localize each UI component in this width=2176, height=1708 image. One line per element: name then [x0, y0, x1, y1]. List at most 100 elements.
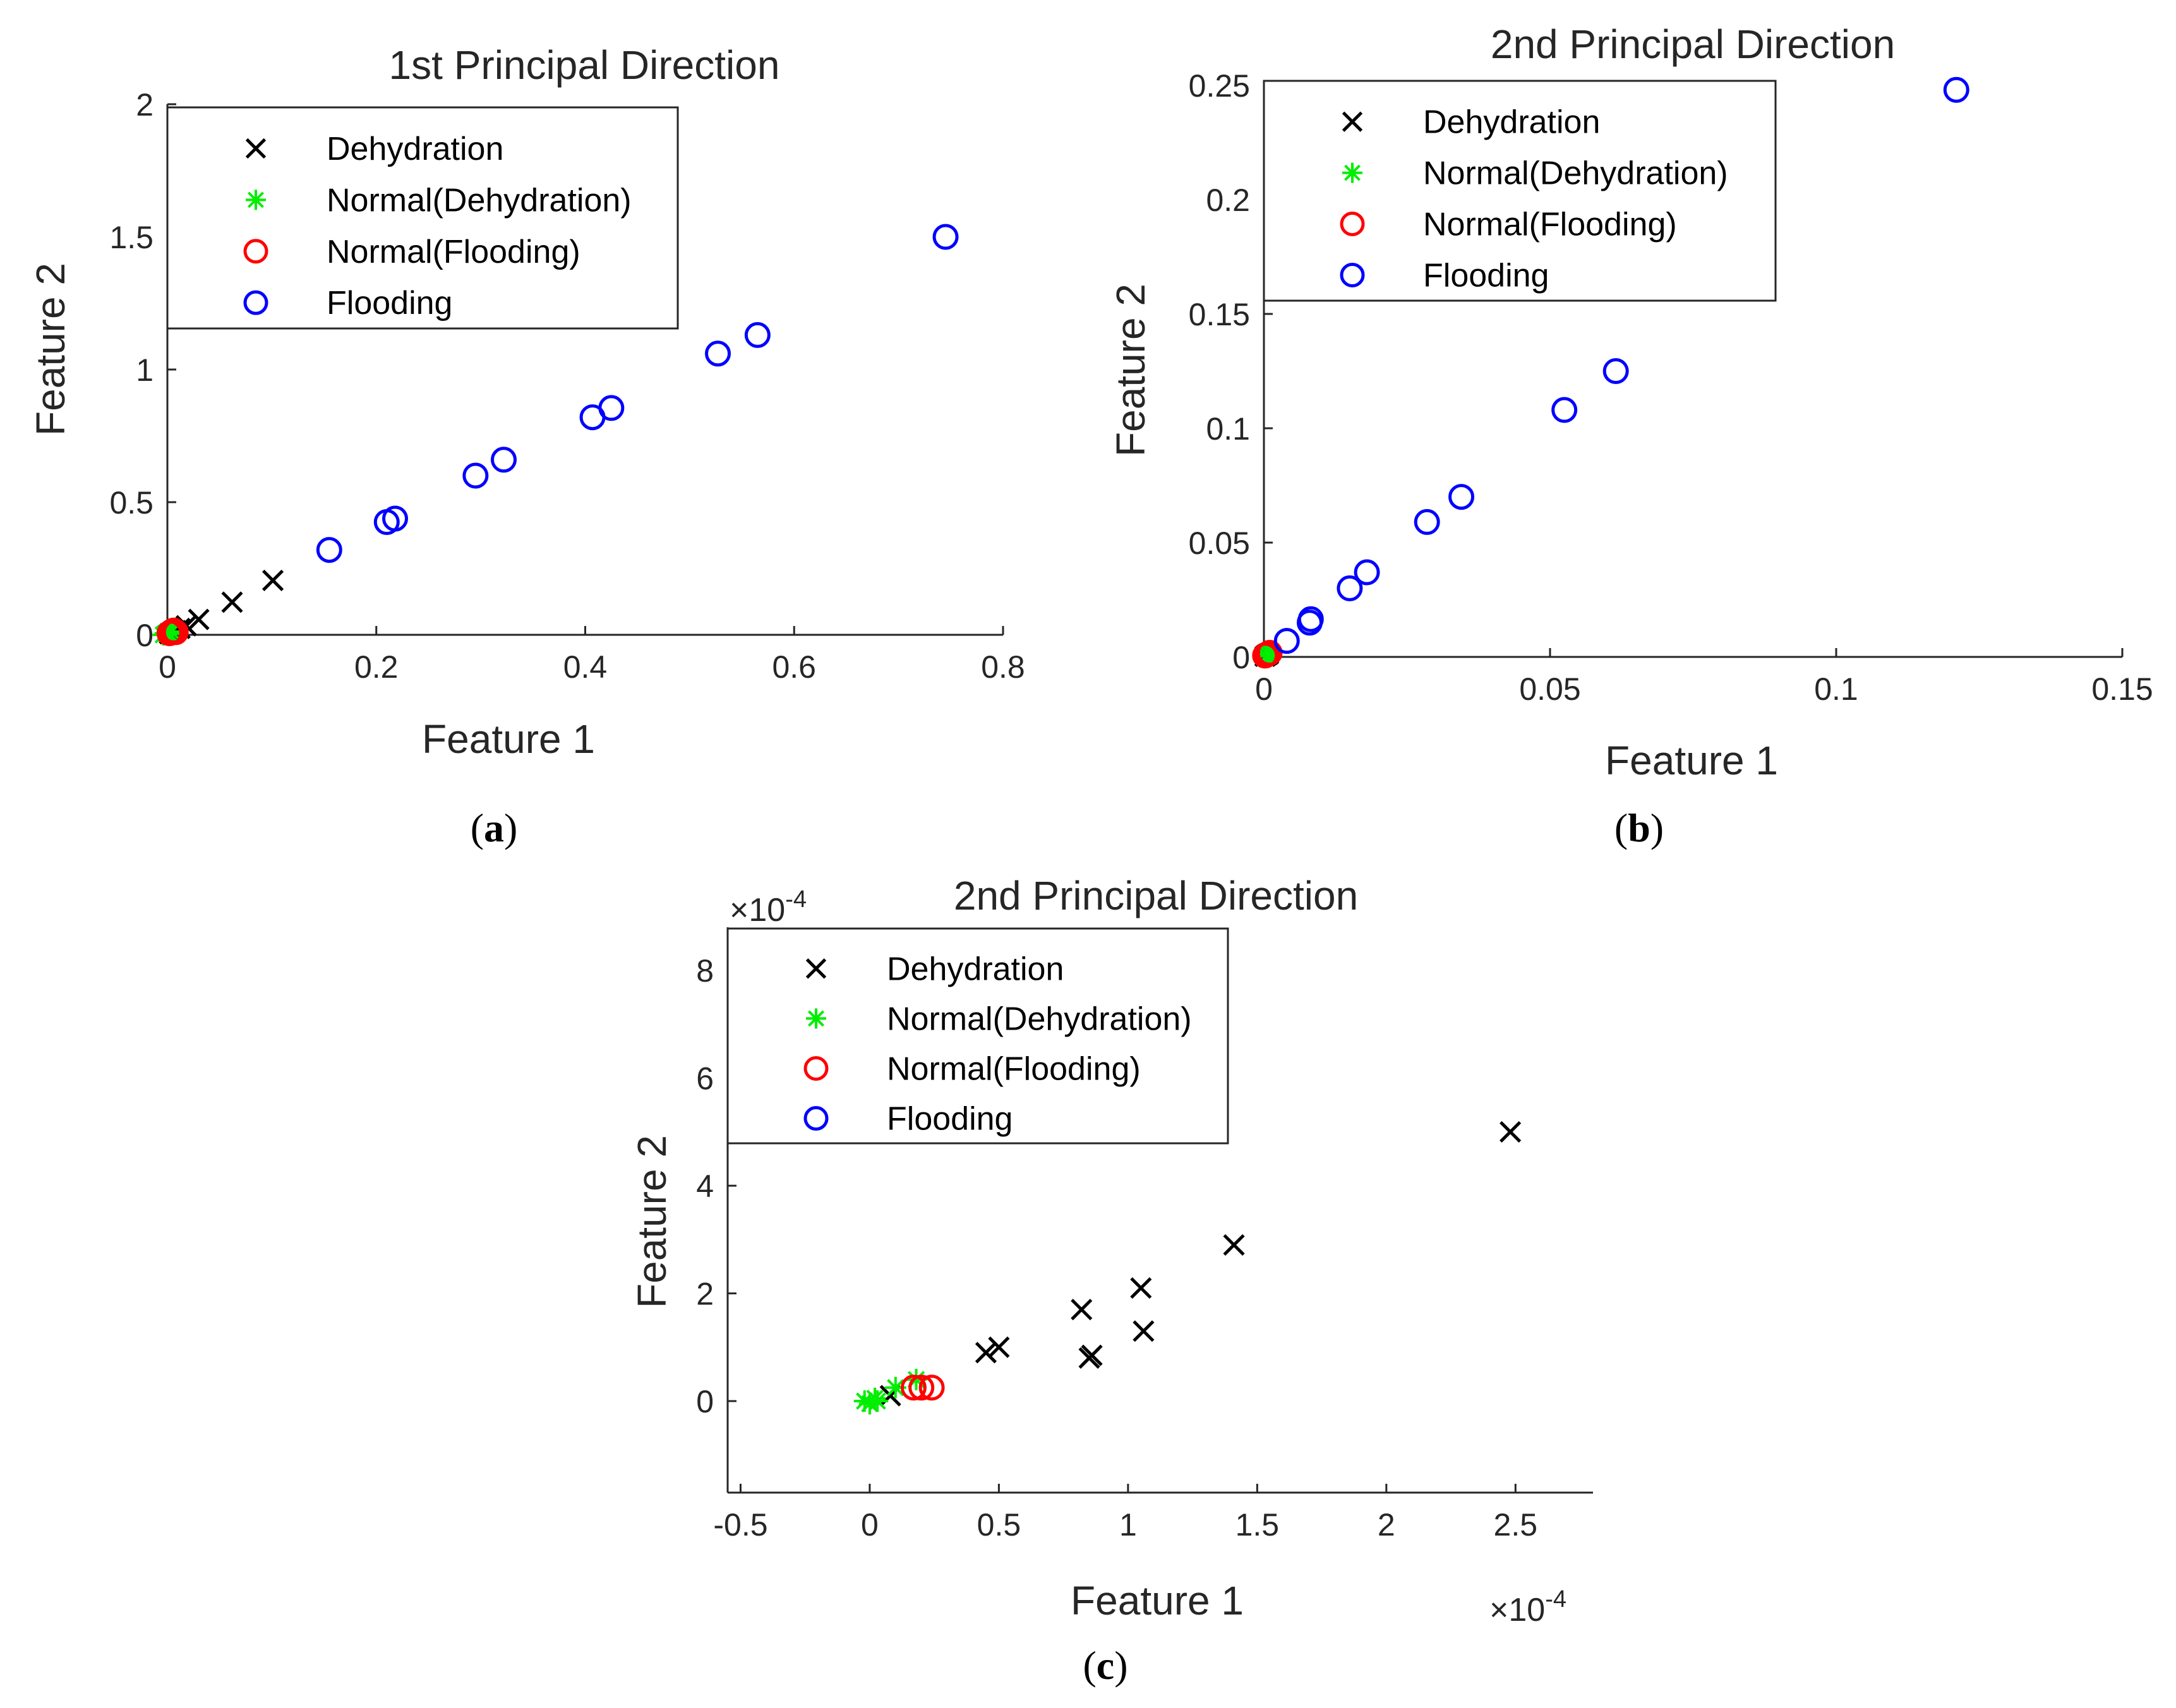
x-tick-label: 0.4: [563, 649, 608, 685]
legend-label: Normal(Flooding): [327, 234, 580, 270]
series-normal-flooding-: [1252, 639, 1283, 669]
data-point: [1081, 1344, 1103, 1366]
data-point: [491, 447, 517, 473]
plot-area: 0 0.05 0.1 0.15 0 0.05 0.1 0.15 0.2 0.25 Dehydrati…: [1189, 68, 2153, 707]
data-point: [1297, 606, 1324, 632]
data-point: [598, 395, 625, 421]
data-point: [1130, 1277, 1152, 1299]
data-point: [908, 1374, 935, 1401]
legend-item: Normal(Flooding): [803, 1050, 1141, 1087]
plot-area: -0.5 0 0.5 1 1.5 2 2.5 0 2 4 6 8 Dehydration Normal(D…: [696, 927, 1593, 1543]
y-tick-label: 2: [136, 87, 153, 123]
data-point: [1500, 1121, 1522, 1143]
x-tick-label: 0.15: [2091, 671, 2153, 707]
y-tick-label: 8: [696, 953, 714, 989]
legend-marker: [1340, 262, 1365, 287]
legend-marker: [1340, 212, 1365, 237]
data-point: [1256, 639, 1283, 666]
x-tick-label: 2.5: [1494, 1507, 1538, 1543]
legend-marker: [243, 239, 268, 264]
x-axis-label: Feature 1: [1605, 738, 1778, 783]
y-exponent-label: ×10-4: [730, 886, 807, 929]
chart-title: 2nd Principal Direction: [954, 873, 1358, 918]
chart-panel-a: 1st Principal Direction Feature 1 Featur…: [28, 42, 1025, 850]
data-point: [1273, 628, 1300, 654]
data-point: [316, 537, 342, 563]
y-tick-label: 0.2: [1206, 183, 1250, 218]
x-tick-label: 0.8: [981, 649, 1025, 685]
data-point: [918, 1374, 945, 1401]
data-point: [1071, 1299, 1093, 1321]
data-point: [1602, 358, 1629, 384]
series-flooding: [316, 224, 959, 563]
y-axis-label: Feature 2: [28, 263, 73, 436]
series-normal-flooding-: [156, 617, 189, 646]
legend-item: Normal(Dehydration): [246, 182, 632, 219]
x-tick-label: 0: [861, 1507, 879, 1543]
data-point: [462, 462, 489, 489]
legend-item: Flooding: [243, 285, 452, 322]
y-tick-label: 1: [136, 352, 153, 388]
legend-marker: [805, 958, 827, 979]
legend-item: Dehydration: [805, 951, 1064, 987]
data-point: [1943, 76, 1969, 103]
series-normal-flooding-: [900, 1374, 945, 1401]
x-tick-label: 1: [1119, 1507, 1137, 1543]
legend-label: Normal(Flooding): [887, 1050, 1141, 1087]
data-point: [744, 322, 771, 348]
data-point: [853, 1390, 875, 1412]
data-point: [900, 1374, 927, 1401]
data-point: [382, 505, 409, 532]
legend: Dehydration Normal(Dehydration) Normal(Flo…: [1263, 80, 1777, 302]
data-point: [162, 619, 189, 646]
data-point: [1354, 559, 1380, 586]
legend-marker: [803, 1055, 829, 1081]
x-tick-label: 0: [159, 649, 176, 685]
y-axis-label: Feature 2: [629, 1135, 675, 1308]
legend-label: Normal(Dehydration): [327, 182, 632, 219]
data-point: [932, 224, 959, 250]
legend-label: Dehydration: [887, 951, 1064, 987]
y-tick-label: 2: [696, 1277, 714, 1312]
data-point: [188, 608, 210, 630]
chart-panel-b: 2nd Principal Direction Feature 1 Featur…: [1108, 21, 2153, 850]
legend-marker: [246, 189, 266, 210]
y-tick-label: 1.5: [109, 220, 153, 255]
x-tick-label: 2: [1378, 1507, 1395, 1543]
legend-item: Normal(Flooding): [243, 234, 580, 270]
x-tick-label: 0.2: [354, 649, 399, 685]
data-point: [988, 1336, 1010, 1358]
data-point: [1337, 575, 1363, 601]
y-tick-label: 0: [1232, 640, 1250, 675]
x-tick-label: 0: [1255, 671, 1273, 707]
data-point: [1133, 1320, 1155, 1342]
plot-area: 0 0.2 0.4 0.6 0.8 0 0.5 1 1.5 2 Dehydration Normal(…: [109, 87, 1025, 685]
legend-marker: [1342, 111, 1363, 132]
legend-label: Flooding: [887, 1101, 1013, 1138]
data-point: [221, 591, 243, 613]
series-flooding: [1273, 76, 1969, 654]
legend-item: Flooding: [803, 1101, 1013, 1138]
legend-item: Dehydration: [245, 131, 503, 167]
x-tick-label: -0.5: [713, 1507, 767, 1543]
series-normal-dehydration-: [853, 1369, 927, 1415]
y-tick-label: 0.25: [1189, 68, 1250, 104]
y-tick-label: 0.1: [1206, 411, 1250, 447]
x-tick-label: 0.5: [977, 1507, 1021, 1543]
legend-marker: [1342, 162, 1362, 183]
data-point: [160, 620, 183, 642]
legend-marker: [243, 290, 268, 315]
panel-label: (a): [471, 805, 518, 850]
legend-label: Normal(Dehydration): [887, 1001, 1192, 1037]
data-point: [261, 569, 284, 591]
legend-marker: [806, 1008, 826, 1029]
legend-item: Normal(Dehydration): [806, 1001, 1192, 1037]
y-tick-label: 0.05: [1189, 526, 1250, 561]
legend-marker: [803, 1106, 829, 1131]
legend-label: Dehydration: [327, 131, 503, 167]
x-tick-label: 0.6: [772, 649, 816, 685]
x-tick-label: 1.5: [1235, 1507, 1280, 1543]
y-axis-label: Feature 2: [1108, 284, 1153, 457]
data-point: [1551, 397, 1578, 423]
